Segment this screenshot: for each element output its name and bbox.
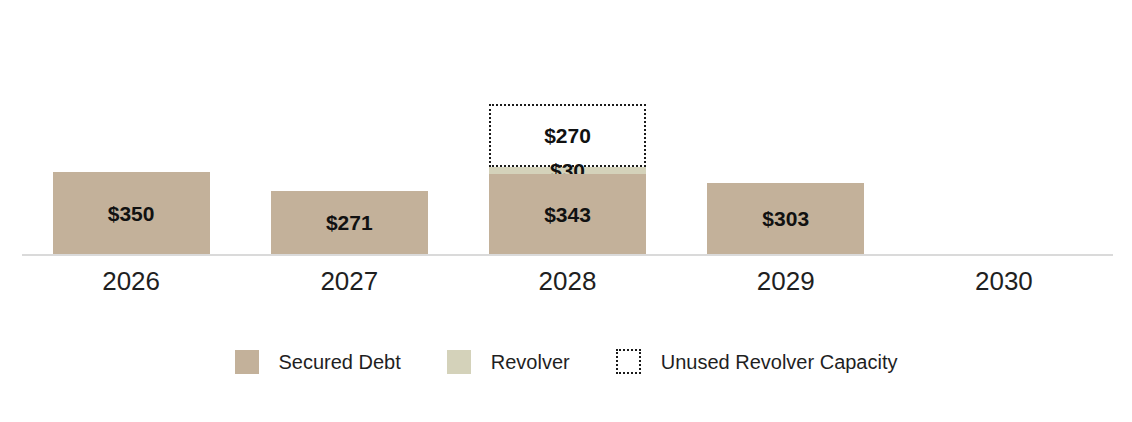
x-axis-label: 2027 (320, 266, 378, 296)
legend-label: Revolver (491, 352, 570, 372)
legend-item-revolver: Revolver (447, 350, 570, 374)
legend-swatch-unused-revolver-capacity (616, 349, 641, 374)
bar-group-2027: $271 (240, 0, 458, 256)
bar-value-label: $271 (326, 212, 373, 233)
bar-value-label: $350 (108, 203, 155, 224)
legend-item-secured-debt: Secured Debt (235, 350, 401, 374)
legend-label: Unused Revolver Capacity (661, 352, 898, 372)
x-axis-tick-2030: 2030 (895, 268, 1113, 294)
legend-swatch-secured-debt (235, 350, 259, 374)
bar-value-label: $343 (544, 204, 591, 225)
debt-maturity-chart: $350 $271 $270 $30 $343 $303 2026 2027 2028 2029… (0, 0, 1132, 422)
x-axis-tick-2028: 2028 (458, 268, 676, 294)
legend-item-unused-revolver-capacity: Unused Revolver Capacity (616, 349, 898, 374)
x-axis-tick-2027: 2027 (240, 268, 458, 294)
bar-group-2028: $270 $30 $343 (458, 0, 676, 256)
x-axis-line (22, 254, 1113, 256)
bar-segment-secured-debt-2028: $343 (489, 174, 646, 254)
bar-segment-revolver-2028: $30 (489, 167, 646, 174)
x-axis-label: 2026 (102, 266, 160, 296)
bar-value-label: $303 (762, 208, 809, 229)
x-axis-tick-2029: 2029 (677, 268, 895, 294)
bar-group-2026: $350 (22, 0, 240, 256)
bar-value-label: $270 (544, 125, 591, 146)
bar-group-2029: $303 (677, 0, 895, 256)
bar-segment-secured-debt-2026: $350 (53, 172, 210, 254)
bar-group-2030 (895, 0, 1113, 256)
x-axis-labels: 2026 2027 2028 2029 2030 (22, 268, 1113, 294)
bar-segment-secured-debt-2027: $271 (271, 191, 428, 254)
legend: Secured Debt Revolver Unused Revolver Capa… (0, 349, 1132, 374)
bar-segment-secured-debt-2029: $303 (707, 183, 864, 254)
x-axis-label: 2030 (975, 266, 1033, 296)
x-axis-label: 2029 (757, 266, 815, 296)
bar-segment-unused-revolver-capacity-2028: $270 (489, 104, 646, 167)
plot-area: $350 $271 $270 $30 $343 $303 (22, 0, 1113, 256)
legend-label: Secured Debt (279, 352, 401, 372)
x-axis-label: 2028 (539, 266, 597, 296)
x-axis-tick-2026: 2026 (22, 268, 240, 294)
legend-swatch-revolver (447, 350, 471, 374)
